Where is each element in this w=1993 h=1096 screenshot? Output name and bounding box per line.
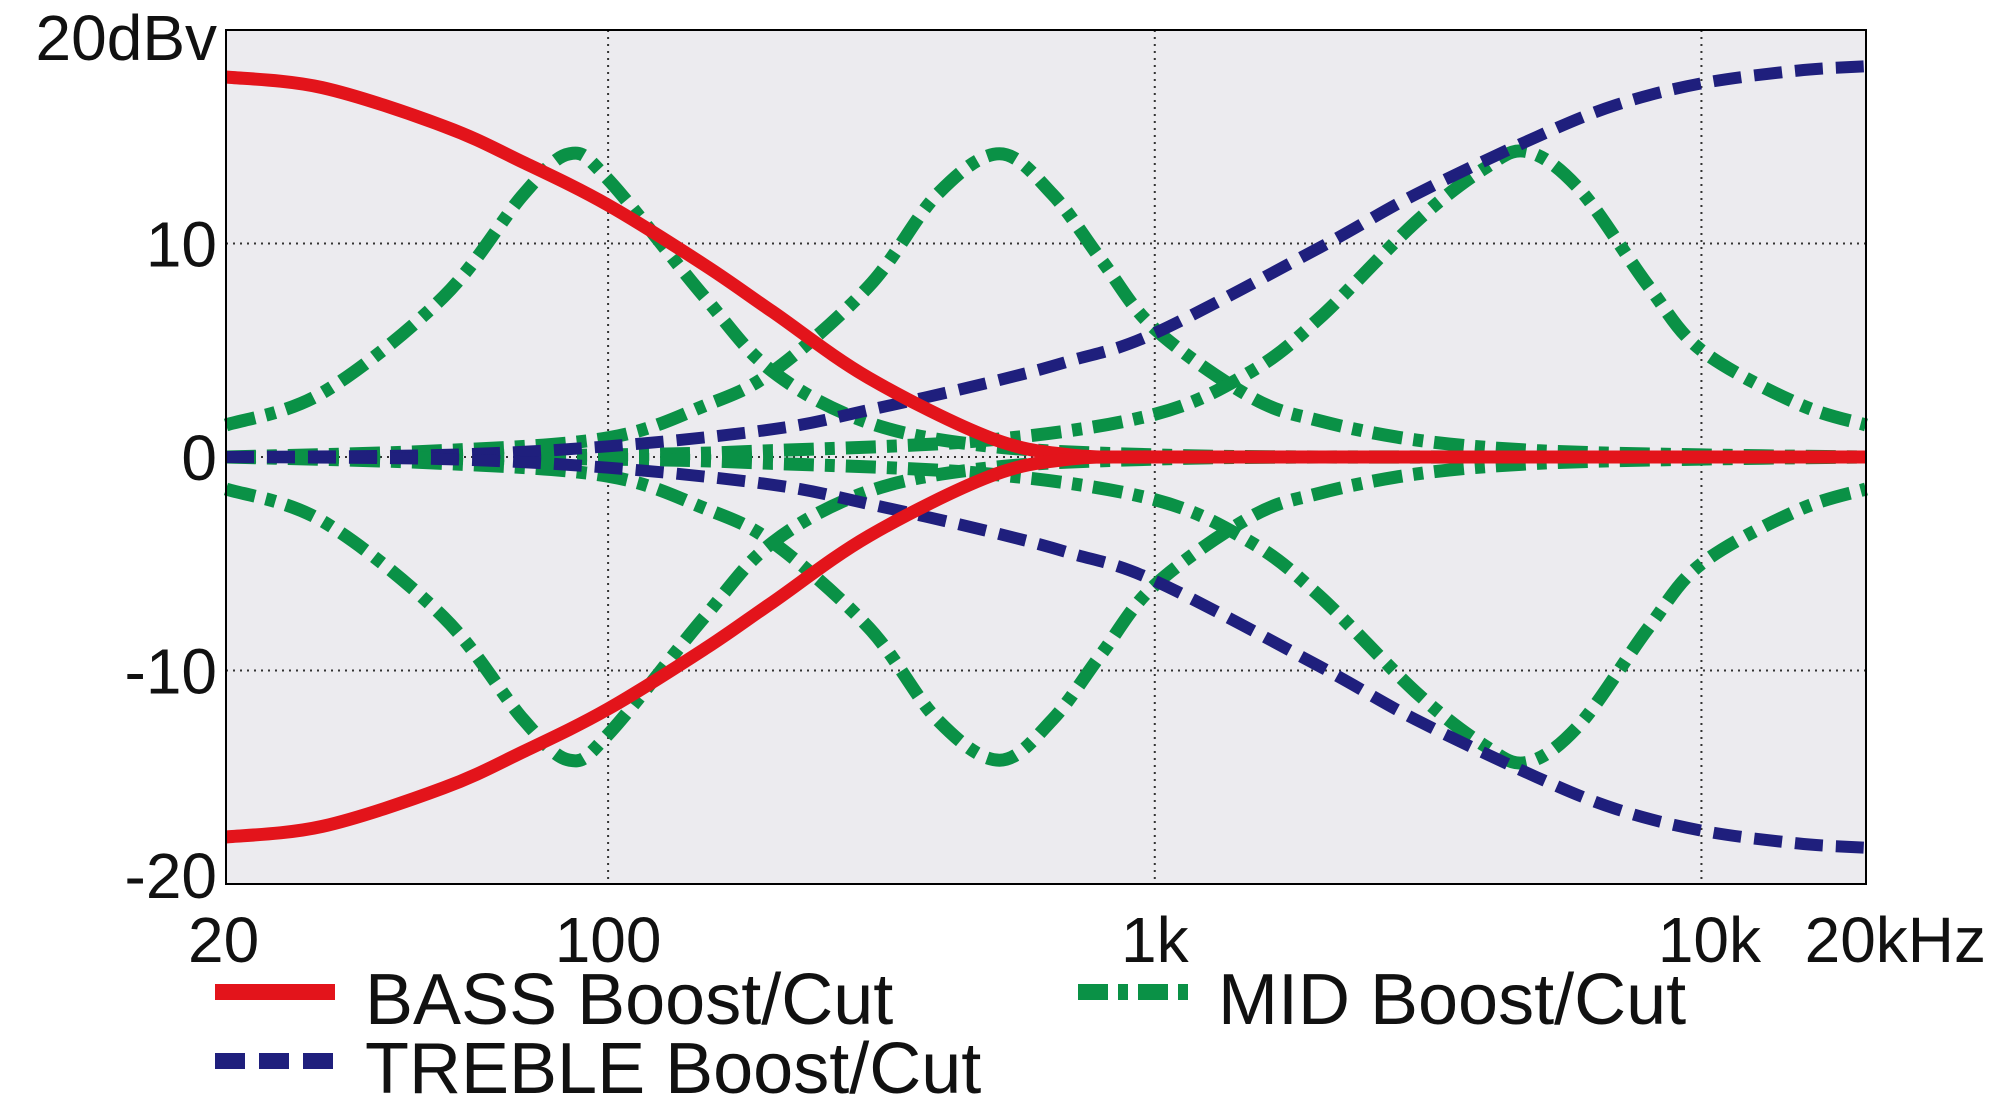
x-tick-label: 20 <box>188 904 259 976</box>
x-tick-label: 10k <box>1658 904 1762 976</box>
legend: BASS Boost/Cut TREBLE Boost/Cut MID Boos… <box>215 960 1686 1096</box>
legend-label-bass: BASS Boost/Cut <box>365 960 893 1040</box>
y-tick-label: 0 <box>181 422 217 494</box>
series-layer <box>223 60 1868 854</box>
plot-frame <box>225 29 1867 885</box>
y-tick-label: -20 <box>125 840 218 912</box>
bass-curve <box>225 450 1866 844</box>
mid-curve <box>225 147 1867 464</box>
x-tick-label: 1k <box>1121 904 1190 976</box>
mid-curve <box>225 450 1868 770</box>
treble-curve <box>225 451 1867 854</box>
x-tick-label: 100 <box>555 904 662 976</box>
treble-curve <box>225 60 1867 463</box>
y-tick-label: 20dBv <box>36 2 217 74</box>
y-tick-label: -10 <box>125 636 218 708</box>
legend-label-treble: TREBLE Boost/Cut <box>365 1029 981 1096</box>
y-tick-label: 10 <box>146 209 217 281</box>
mid-curve <box>225 144 1868 464</box>
mid-curve <box>225 450 1867 767</box>
x-tick-label: 20kHz <box>1805 904 1986 976</box>
legend-label-mid: MID Boost/Cut <box>1218 960 1686 1040</box>
